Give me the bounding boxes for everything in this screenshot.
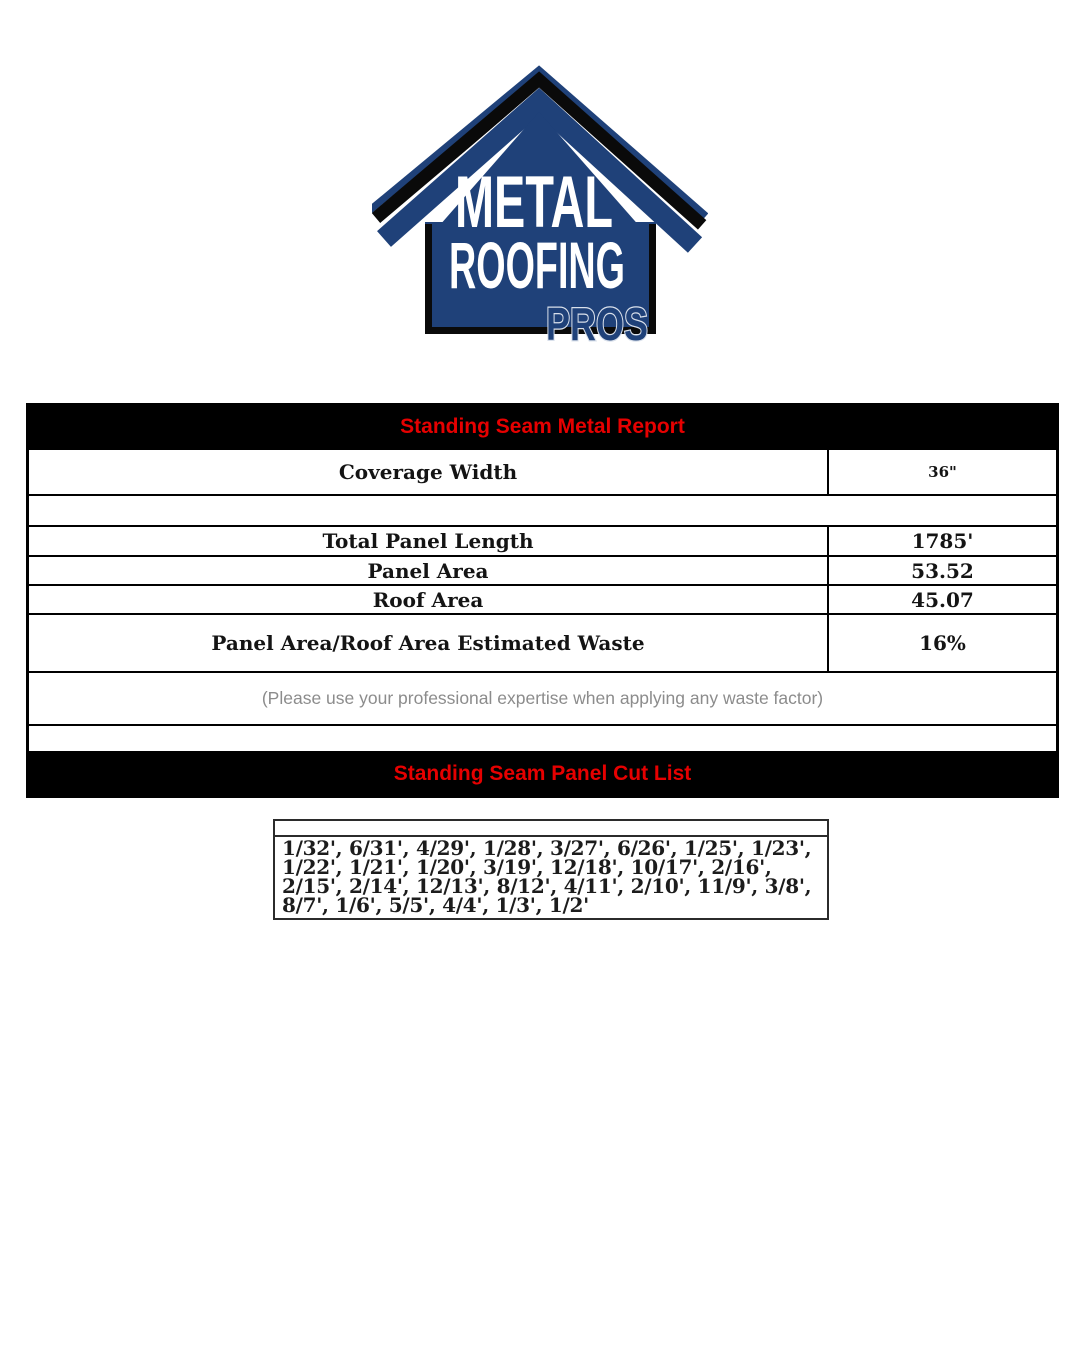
roof-area-label: Roof Area — [29, 586, 829, 613]
total-panel-length-value: 1785' — [911, 529, 974, 553]
panel-cut-list-box: 1/32', 6/31', 4/29', 1/28', 3/27', 6/26'… — [273, 819, 829, 920]
cut-list-text: 1/32', 6/31', 4/29', 1/28', 3/27', 6/26'… — [275, 837, 827, 918]
cutlist-title-bar: Standing Seam Panel Cut List — [29, 751, 1056, 795]
logo-text-metal: METAL — [455, 162, 613, 243]
logo-text-roofing: ROOFING — [449, 228, 625, 302]
report-title: Standing Seam Metal Report — [400, 415, 685, 438]
cutlist-title: Standing Seam Panel Cut List — [393, 762, 692, 785]
cut-list-header-strip — [275, 821, 827, 837]
cut-list-line: 1/32', 6/31', 4/29', 1/28', 3/27', 6/26'… — [282, 836, 812, 860]
panel-area-value: 53.52 — [911, 558, 974, 583]
estimated-waste-value: 16% — [919, 631, 966, 655]
panel-area-label: Panel Area — [29, 557, 829, 584]
table-row-note: (Please use your professional expertise … — [29, 671, 1056, 724]
waste-factor-note: (Please use your professional expertise … — [261, 688, 824, 708]
table-row-spacer — [29, 494, 1056, 525]
total-panel-length-label: Total Panel Length — [29, 527, 829, 555]
table-row-coverage-width: Coverage Width 36" — [29, 448, 1056, 494]
logo-text-pros: PROS — [546, 298, 648, 350]
table-row-spacer — [29, 724, 1056, 751]
standing-seam-report-table: Standing Seam Metal Report Coverage Widt… — [26, 403, 1059, 798]
metal-roofing-pros-logo: METAL ROOFING PROS — [367, 64, 709, 354]
cut-list-line: 1/22', 1/21', 1/20', 3/19', 12/18', 10/1… — [282, 855, 772, 879]
estimated-waste-label: Panel Area/Roof Area Estimated Waste — [29, 615, 829, 671]
table-row-roof-area: Roof Area 45.07 — [29, 584, 1056, 613]
coverage-width-value: 36" — [928, 463, 957, 481]
cut-list-line: 8/7', 1/6', 5/5', 4/4', 1/3', 1/2' — [282, 893, 589, 917]
roof-area-value: 45.07 — [911, 587, 974, 612]
table-row-total-panel-length: Total Panel Length 1785' — [29, 525, 1056, 555]
table-row-panel-area: Panel Area 53.52 — [29, 555, 1056, 584]
report-title-bar: Standing Seam Metal Report — [29, 406, 1056, 448]
house-logo-icon: METAL ROOFING PROS — [367, 65, 709, 351]
cut-list-line: 2/15', 2/14', 12/13', 8/12', 4/11', 2/10… — [282, 874, 812, 898]
table-row-estimated-waste: Panel Area/Roof Area Estimated Waste 16% — [29, 613, 1056, 671]
coverage-width-label: Coverage Width — [29, 450, 829, 494]
